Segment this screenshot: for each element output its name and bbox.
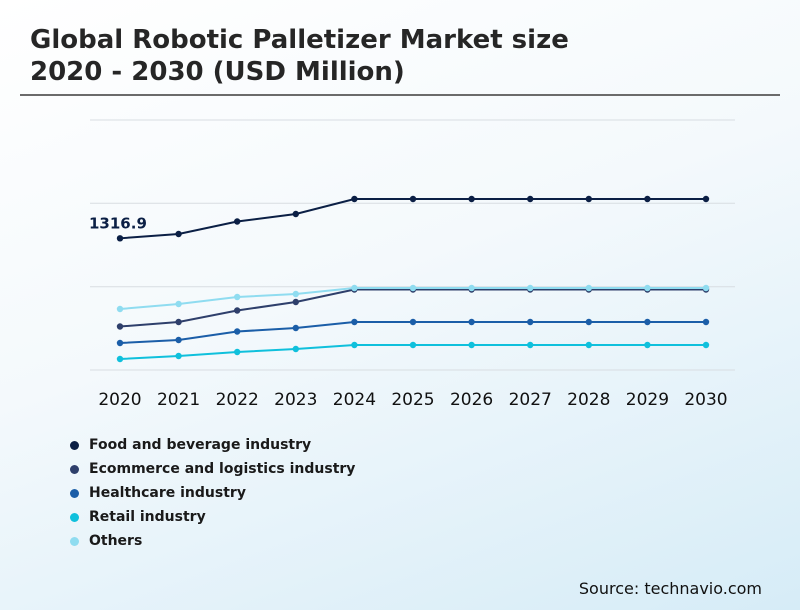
x-tick-label: 2023: [274, 390, 317, 410]
data-point: [116, 339, 124, 347]
legend-label: Ecommerce and logistics industry: [89, 461, 356, 477]
legend-item[interactable]: Others: [70, 529, 355, 553]
title-divider: [20, 94, 780, 96]
data-point: [292, 298, 299, 306]
data-point: [644, 318, 651, 326]
data-point: [585, 341, 592, 349]
legend-label: Healthcare industry: [89, 485, 246, 501]
data-point: [351, 284, 358, 292]
data-point: [175, 318, 182, 326]
legend-label: Food and beverage industry: [89, 437, 312, 453]
legend-item[interactable]: Food and beverage industry: [70, 433, 355, 457]
data-point: [527, 284, 534, 292]
data-point: [175, 336, 182, 344]
data-point: [585, 318, 592, 326]
data-point: [234, 293, 241, 301]
data-point: [292, 345, 299, 353]
legend-label: Others: [89, 533, 143, 549]
data-point: [409, 195, 417, 203]
data-point: [116, 355, 124, 363]
data-point: [644, 341, 651, 349]
data-point: [585, 284, 592, 292]
data-point: [409, 318, 417, 326]
data-point: [292, 324, 299, 332]
legend-label: Retail industry: [89, 509, 206, 525]
legend-dot-ecommerce-logistics: [70, 464, 79, 474]
data-point: [702, 318, 710, 326]
chart-title-line-1: Global Robotic Palletizer Market size: [30, 25, 569, 55]
data-point: [468, 318, 475, 326]
legend-dot-retail: [70, 512, 79, 522]
data-point: [644, 284, 651, 292]
x-tick-label: 2029: [626, 390, 669, 410]
data-point: [468, 195, 475, 203]
data-point: [234, 307, 241, 314]
data-point: [351, 341, 358, 349]
x-tick-label: 2021: [157, 390, 200, 410]
legend: Food and beverage industry Ecommerce and…: [70, 433, 355, 553]
legend-dot-others: [70, 536, 79, 546]
data-point: [644, 195, 651, 203]
data-point: [292, 210, 299, 218]
legend-item[interactable]: Healthcare industry: [70, 481, 355, 505]
data-label: 1316.9: [89, 214, 147, 232]
x-tick-label: 2028: [567, 390, 610, 410]
data-point: [527, 195, 534, 203]
legend-dot-healthcare: [70, 488, 79, 498]
legend-dot-food-beverage: [70, 440, 79, 450]
data-point: [116, 323, 124, 330]
source-credit: Source: technavio.com: [578, 579, 762, 598]
data-point: [527, 341, 534, 349]
x-tick-label: 2022: [216, 390, 259, 410]
data-point: [409, 341, 417, 349]
data-point: [527, 318, 534, 326]
data-point: [234, 218, 241, 225]
data-point: [702, 284, 710, 292]
data-point: [351, 195, 358, 203]
legend-item[interactable]: Retail industry: [70, 505, 355, 529]
data-point: [351, 318, 358, 326]
data-point: [585, 195, 592, 203]
x-tick-label: 2024: [333, 390, 376, 410]
data-point: [702, 195, 710, 203]
data-point: [175, 300, 182, 308]
data-point: [116, 235, 124, 242]
data-point: [175, 352, 182, 360]
x-tick-label: 2020: [98, 390, 141, 410]
data-point: [175, 230, 182, 238]
legend-item[interactable]: Ecommerce and logistics industry: [70, 457, 355, 481]
line-chart: 2020 2021 2022 2023 2024 2025 2026 2027 2028 2029…: [89, 119, 735, 410]
data-point: [234, 348, 241, 356]
x-tick-label: 2027: [509, 390, 552, 410]
x-tick-label: 2025: [391, 390, 434, 410]
chart-title: Global Robotic Palletizer Market size 20…: [30, 24, 569, 88]
data-point: [292, 290, 299, 298]
chart-title-line-2: 2020 - 2030 (USD Million): [30, 57, 405, 87]
data-point: [702, 341, 710, 349]
series-line: [119, 198, 706, 240]
data-point: [234, 328, 241, 335]
data-point: [468, 341, 475, 349]
data-point: [468, 284, 475, 292]
x-tick-label: 2030: [684, 390, 727, 410]
data-point: [409, 284, 417, 292]
data-point: [116, 305, 124, 313]
x-tick-label: 2026: [450, 390, 493, 410]
